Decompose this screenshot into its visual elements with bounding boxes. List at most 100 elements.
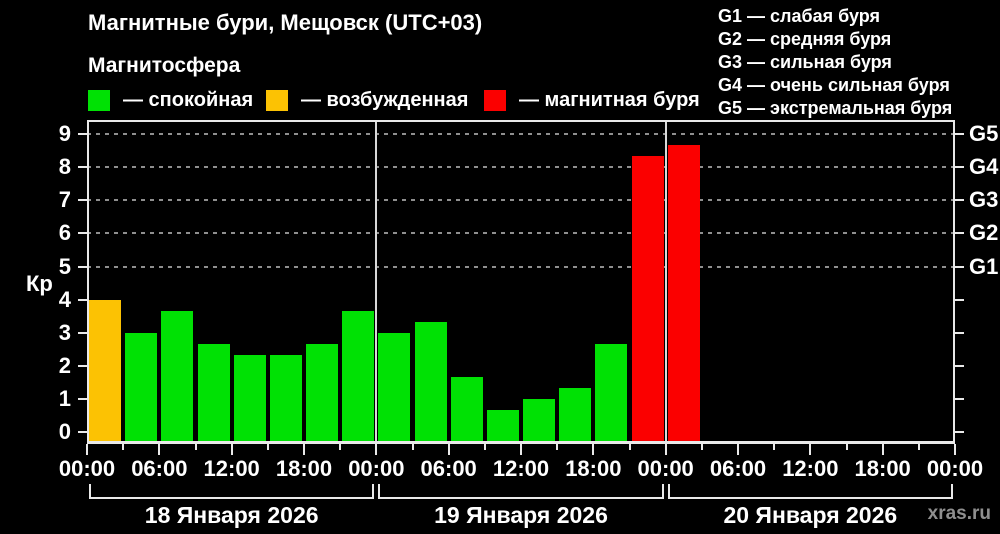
- x-axis-minor-tick: [700, 444, 703, 450]
- watermark: xras.ru: [927, 503, 991, 524]
- day-bracket-line: [378, 497, 664, 499]
- y-axis-tick-label: 8: [58, 154, 71, 180]
- kp-bar: [197, 343, 230, 444]
- gridline: [87, 133, 955, 136]
- y-axis-tick-right: [955, 331, 964, 334]
- x-axis-minor-tick: [411, 444, 414, 450]
- x-axis-minor-tick: [917, 444, 920, 450]
- x-axis-tick-label: 06:00: [709, 456, 767, 481]
- x-axis-tick-label: 18:00: [275, 456, 333, 481]
- day-separator-line: [664, 120, 667, 444]
- x-axis-tick-label: 00:00: [348, 456, 405, 481]
- y-axis-tick-label: 0: [58, 419, 71, 444]
- y-axis-tick-right: [955, 166, 964, 169]
- y-axis-tick-label: 3: [58, 319, 71, 345]
- y-axis-tick-label: 5: [58, 253, 71, 279]
- x-axis-minor-tick: [556, 444, 559, 450]
- gridline: [87, 232, 955, 235]
- y-axis-tick-label: 2: [58, 352, 71, 378]
- y-axis-tick: [78, 232, 87, 235]
- kp-bar: [89, 299, 122, 444]
- x-axis-major-tick: [375, 444, 378, 455]
- y-axis-tick: [78, 364, 87, 367]
- kp-bar: [342, 310, 375, 444]
- x-axis-tick-label: 00:00: [926, 456, 984, 481]
- x-axis-minor-tick: [483, 444, 486, 450]
- kp-bar: [631, 156, 664, 444]
- kp-bar: [125, 332, 158, 444]
- x-axis-major-tick: [664, 444, 667, 455]
- day-bracket-cap: [378, 484, 381, 499]
- x-axis-minor-tick: [122, 444, 125, 450]
- kp-bar: [450, 376, 483, 444]
- day-bracket-line: [89, 497, 375, 499]
- storm-scale-row: G5— экстремальная буря: [718, 98, 953, 118]
- kp-bar: [378, 332, 411, 444]
- y-axis-tick-label: 1: [58, 385, 71, 411]
- x-axis-tick-label: 00:00: [58, 456, 116, 481]
- kp-bar: [523, 398, 556, 444]
- g-level-label: G2: [969, 220, 999, 246]
- x-axis-major-tick: [954, 444, 956, 455]
- x-axis-tick-label: 12:00: [492, 456, 550, 481]
- day-label: 19 Января 2026: [434, 502, 608, 528]
- x-axis-major-tick: [809, 444, 812, 455]
- gridline: [87, 265, 955, 268]
- x-axis-major-tick: [158, 444, 161, 455]
- y-axis-tick: [78, 397, 87, 400]
- y-axis-tick: [78, 133, 87, 136]
- plot-border-left: [87, 120, 89, 444]
- day-label: 18 Января 2026: [144, 502, 319, 528]
- kp-bar: [233, 354, 266, 444]
- magnetosphere-label: Магнитосфера: [88, 54, 241, 77]
- y-axis-tick: [78, 298, 87, 301]
- storm-scale-row: G3— сильная буря: [718, 52, 892, 72]
- day-bracket-cap: [661, 484, 664, 499]
- plot-area: 0 1 2 3 4 5 6 7 8 9 G1 G2 G3 G4 G5 00:00 06:00 12:00 18:00…: [59, 120, 998, 528]
- y-axis-tick-right: [955, 199, 964, 202]
- x-axis-major-tick: [230, 444, 233, 455]
- x-axis-tick-label: 18:00: [565, 456, 622, 481]
- kp-bar: [486, 409, 519, 444]
- y-axis-tick-right: [955, 298, 964, 301]
- legend-label: — возбужденная: [301, 88, 469, 111]
- legend-label: — спокойная: [123, 88, 254, 111]
- y-axis-tick: [78, 199, 87, 202]
- g-level-label: G4: [969, 154, 999, 180]
- x-axis-minor-tick: [773, 444, 776, 450]
- y-axis-tick-right: [955, 265, 964, 268]
- day-bracket-cap: [667, 484, 670, 499]
- gridline: [87, 166, 955, 169]
- kp-bar: [306, 343, 339, 444]
- storm-scale-row: G2— средняя буря: [718, 29, 892, 49]
- day-bracket-line: [667, 497, 953, 499]
- y-axis-tick-right: [955, 397, 964, 400]
- x-axis-tick-label: 06:00: [420, 456, 477, 481]
- y-axis-tick-right: [955, 364, 964, 367]
- y-axis-tick-right: [955, 133, 964, 136]
- y-axis-tick-label: 4: [58, 286, 71, 312]
- y-axis-tick: [78, 431, 87, 433]
- plot-border-top: [87, 120, 955, 122]
- x-axis-minor-tick: [194, 444, 197, 450]
- x-axis-minor-tick: [628, 444, 631, 450]
- x-axis-major-tick: [447, 444, 450, 455]
- y-axis-tick: [78, 331, 87, 334]
- day-label: 20 Января 2026: [723, 502, 898, 528]
- x-axis-minor-tick: [266, 444, 269, 450]
- legend-item-quiet: — спокойная: [88, 89, 253, 111]
- kp-bar: [161, 310, 194, 444]
- g-level-label: G5: [969, 121, 999, 147]
- y-axis-tick: [78, 265, 87, 268]
- gridline: [87, 199, 955, 202]
- y-axis-title: Кр: [26, 271, 53, 296]
- storm-scale-row: G4— очень сильная буря: [718, 75, 950, 95]
- excited-color-swatch: [266, 89, 288, 111]
- y-axis-tick-right: [955, 431, 964, 433]
- y-axis-tick: [78, 166, 87, 169]
- y-axis-tick-label: 9: [58, 121, 71, 147]
- day-bracket-cap: [89, 484, 91, 499]
- quiet-color-swatch: [88, 89, 110, 111]
- storm-scale-row: G1— слабая буря: [718, 6, 881, 26]
- x-axis-major-tick: [86, 444, 88, 455]
